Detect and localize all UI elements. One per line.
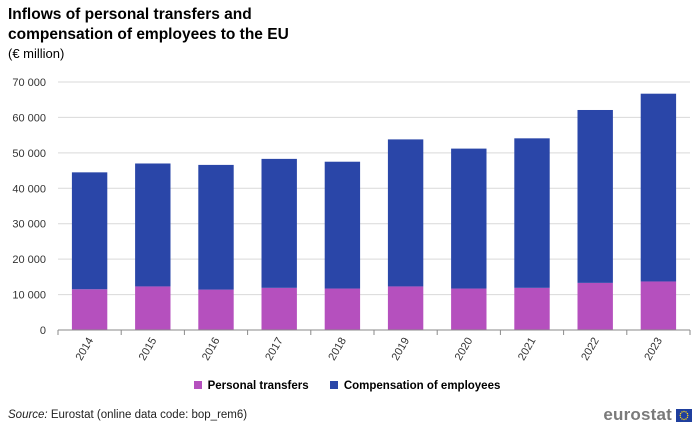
bar-compensation <box>451 148 487 289</box>
chart-title-line-1: Inflows of personal transfers and <box>8 6 252 23</box>
chart-title-line-2: compensation of employees to the EU <box>8 26 289 43</box>
x-tick-label: 2019 <box>390 336 413 363</box>
y-tick-label: 70 000 <box>12 77 46 89</box>
bar-compensation <box>577 109 613 283</box>
chart-unit-subtitle: (€ million) <box>8 46 65 61</box>
x-tick-label: 2016 <box>200 336 223 363</box>
chart-canvas: 0 10 000 20 000 30 000 40 000 50 000 60 000 70 … <box>12 77 691 363</box>
bar-compensation <box>514 138 550 288</box>
bar-personal-transfers <box>640 281 677 330</box>
y-tick-label: 60 000 <box>12 112 46 124</box>
bar-personal-transfers <box>514 287 550 330</box>
bar-compensation <box>135 163 171 287</box>
x-tick-label: 2017 <box>263 336 286 363</box>
bar-personal-transfers <box>387 286 424 330</box>
title-block: Inflows of personal transfers and compen… <box>8 5 428 62</box>
bar-compensation <box>198 164 234 290</box>
bar-compensation <box>324 161 361 289</box>
legend-swatch-compensation <box>329 381 338 389</box>
x-tick-label: 2022 <box>579 336 602 363</box>
logo-text: eurostat <box>603 405 672 424</box>
bar-compensation <box>71 172 108 290</box>
bar-personal-transfers <box>577 282 613 330</box>
bar-personal-transfers <box>451 288 487 330</box>
bar-compensation <box>261 158 297 288</box>
legend-swatch-personal-transfers <box>193 381 202 389</box>
eu-flag-icon <box>676 408 692 422</box>
x-tick-label: 2021 <box>516 336 539 363</box>
legend-item-compensation[interactable]: Compensation of employees <box>329 380 501 392</box>
y-tick-label: 40 000 <box>12 183 46 195</box>
y-tick-label: 30 000 <box>12 219 46 231</box>
chart-legend: Personal transfers Compensation of emplo… <box>0 380 700 392</box>
legend-item-personal-transfers[interactable]: Personal transfers <box>193 380 309 392</box>
bar-personal-transfers <box>135 286 171 330</box>
bar-personal-transfers <box>261 287 297 330</box>
x-tick-label: 2014 <box>74 336 97 363</box>
legend-label-compensation: Compensation of employees <box>343 380 501 392</box>
bar-compensation <box>640 93 677 282</box>
x-tick-label: 2020 <box>453 336 476 363</box>
legend-label-personal-transfers: Personal transfers <box>207 380 309 392</box>
x-tick-label: 2018 <box>326 336 349 363</box>
source-text: Eurostat (online data code: bop_rem6) <box>47 409 248 421</box>
bar-personal-transfers <box>71 289 108 330</box>
y-tick-label: 50 000 <box>12 148 46 160</box>
bar-personal-transfers <box>198 289 234 330</box>
source-note: Source: Eurostat (online data code: bop_… <box>8 409 247 421</box>
y-tick-label: 10 000 <box>12 290 46 302</box>
eurostat-logo: eurostat <box>603 405 692 425</box>
bar-personal-transfers <box>324 288 361 330</box>
y-tick-label: 20 000 <box>12 254 46 266</box>
source-label: Source: <box>8 409 48 421</box>
x-tick-label: 2015 <box>137 336 160 363</box>
x-tick-label: 2023 <box>642 336 665 363</box>
y-tick-label: 0 <box>40 325 46 337</box>
bar-compensation <box>387 139 424 287</box>
